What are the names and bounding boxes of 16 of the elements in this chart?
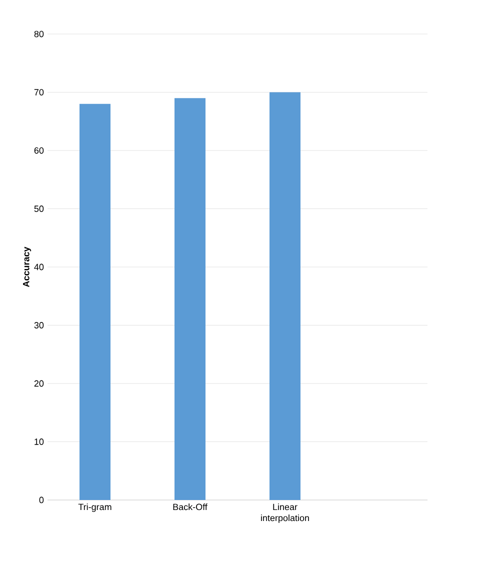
x-tick-label: Tri-gram — [78, 504, 112, 512]
x-tick-label: Linear interpolation — [261, 504, 309, 523]
bar — [269, 92, 300, 500]
y-tick-label: 10 — [34, 438, 44, 445]
y-tick-label: 0 — [39, 496, 44, 504]
y-tick-label: 60 — [34, 147, 44, 154]
y-tick-label: 70 — [34, 89, 44, 96]
x-tick-label: Back-Off — [173, 504, 208, 510]
y-tick-label: 50 — [34, 206, 44, 212]
bar — [80, 104, 110, 500]
y-tick-label: 30 — [34, 322, 44, 328]
y-tick-label: 20 — [34, 380, 44, 387]
bar — [174, 98, 206, 500]
y-tick-label: 80 — [34, 30, 44, 38]
y-tick-label: 40 — [34, 264, 44, 270]
y-axis-title: Accuracy — [23, 246, 32, 288]
